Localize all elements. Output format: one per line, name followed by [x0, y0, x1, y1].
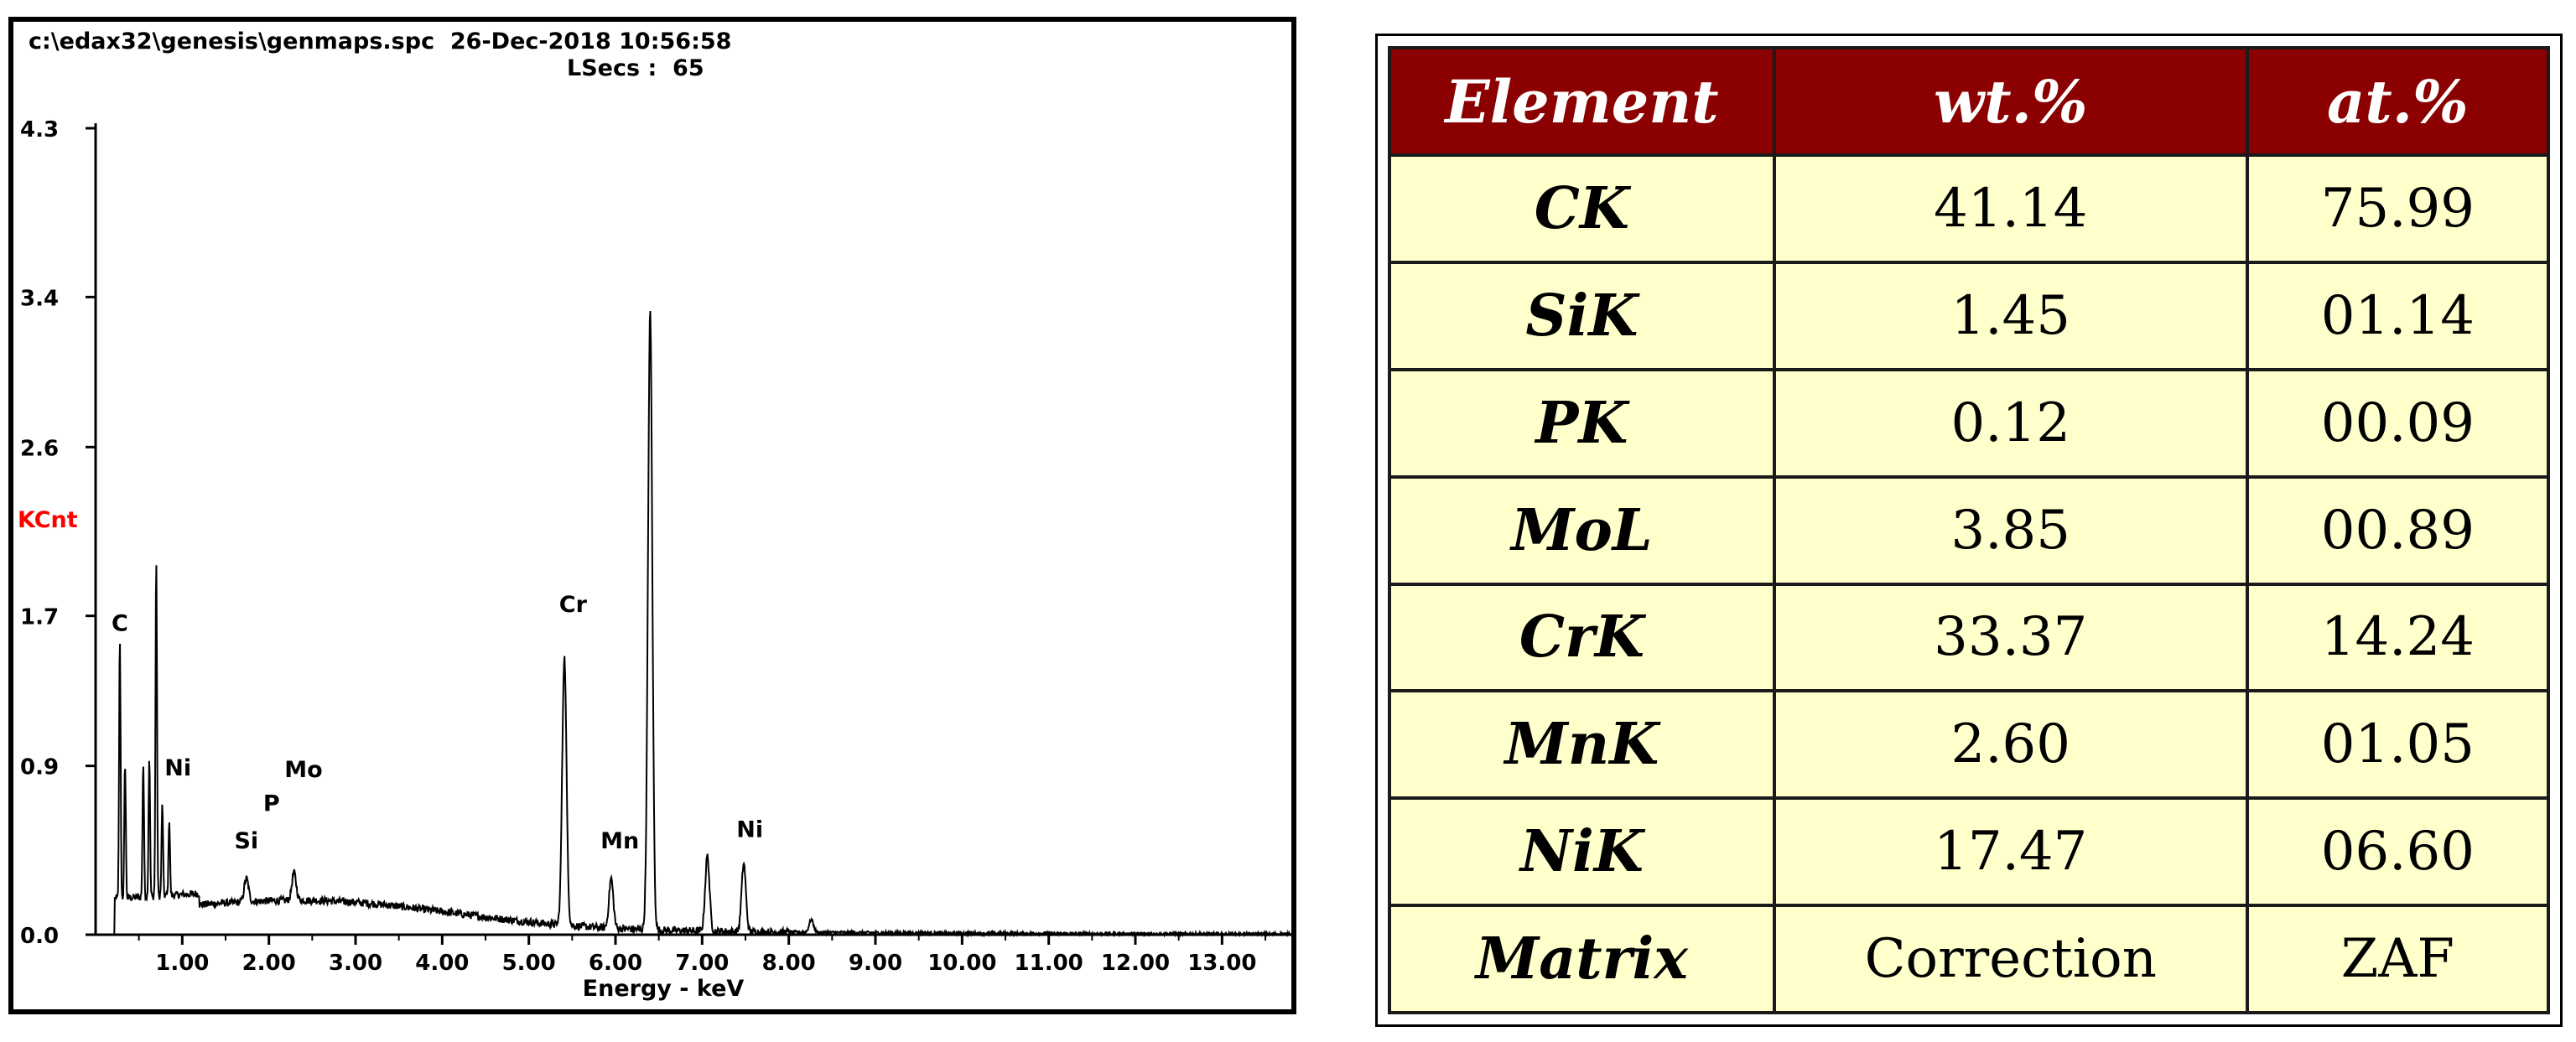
header-wt-percent: wt.%	[1772, 46, 2249, 157]
y-tick-label: 2.6	[20, 436, 59, 461]
wt-percent-cell: 0.12	[1772, 367, 2249, 479]
element-cell: SiK	[1388, 260, 1776, 371]
x-axis-label: Energy - keV	[583, 976, 745, 1002]
peak-label-mo: Mo	[284, 757, 322, 783]
x-tick-label: 13.00	[1187, 951, 1256, 976]
element-cell: MnK	[1388, 689, 1776, 801]
table-row: MoL 3.85 00.89	[1388, 474, 2551, 586]
x-tick-label: 10.00	[927, 951, 996, 976]
spectrum-live-seconds: LSecs : 65	[567, 55, 704, 81]
wt-percent-cell: 33.37	[1772, 582, 2249, 693]
table-row: Matrix Correction ZAF	[1388, 904, 2551, 1014]
at-percent-cell: 01.14	[2245, 260, 2551, 371]
x-tick-label: 8.00	[762, 951, 816, 976]
y-tick-label: 0.0	[20, 924, 59, 949]
y-tick-label: 4.3	[20, 117, 59, 143]
x-axis: 1.00 2.00 3.00 4.00 5.00 6.00 7.00 8.00 9.00 10.0…	[96, 933, 1291, 976]
spectrum-chart: 0.0 0.9 1.7 2.6 3.4 4.3 1.00 2.00 3.00 4.00 5.00 6…	[18, 117, 1291, 1002]
wt-percent-cell: 3.85	[1772, 474, 2249, 586]
element-cell: CK	[1388, 153, 1776, 264]
at-percent-cell: 14.24	[2245, 582, 2551, 693]
peak-label-ni: Ni	[164, 755, 191, 781]
x-tick-label: 1.00	[155, 951, 209, 976]
wt-percent-cell: 1.45	[1772, 260, 2249, 371]
table-row: PK 0.12 00.09	[1388, 367, 2551, 479]
composition-table-panel: Element wt.% at.% CK 41.14 75.99 SiK 1.4…	[1375, 34, 2563, 1027]
peak-label-si: Si	[234, 828, 258, 854]
y-tick-label: 0.9	[20, 755, 59, 780]
x-tick-label: 7.00	[675, 951, 729, 976]
eds-spectrum-panel: c:\edax32\genesis\genmaps.spc 26-Dec-201…	[8, 17, 1296, 1014]
at-percent-cell: 00.89	[2245, 474, 2551, 586]
wt-percent-cell: 41.14	[1772, 153, 2249, 264]
x-tick-label: 2.00	[242, 951, 296, 976]
at-percent-cell: 06.60	[2245, 796, 2551, 908]
header-element: Element	[1388, 46, 1776, 157]
element-cell: CrK	[1388, 582, 1776, 693]
spectrum-file-info: c:\edax32\genesis\genmaps.spc 26-Dec-201…	[29, 29, 732, 54]
y-tick-label: 3.4	[20, 286, 59, 311]
wt-percent-cell: 2.60	[1772, 689, 2249, 801]
table-header-row: Element wt.% at.%	[1388, 46, 2551, 157]
element-cell: NiK	[1388, 796, 1776, 908]
peak-label-mn: Mn	[600, 828, 639, 854]
at-percent-cell: 00.09	[2245, 367, 2551, 479]
y-tick-label: 1.7	[20, 605, 59, 630]
table-row: CK 41.14 75.99	[1388, 153, 2551, 264]
spectrum-trace	[96, 310, 1291, 938]
peak-label-ni: Ni	[736, 817, 763, 843]
x-tick-label: 9.00	[849, 951, 902, 976]
x-tick-label: 5.00	[502, 951, 556, 976]
composition-table: Element wt.% at.% CK 41.14 75.99 SiK 1.4…	[1388, 46, 2551, 1014]
x-tick-label: 3.00	[329, 951, 382, 976]
y-axis: 0.0 0.9 1.7 2.6 3.4 4.3	[20, 117, 97, 949]
at-percent-cell: 01.05	[2245, 689, 2551, 801]
table-row: SiK 1.45 01.14	[1388, 260, 2551, 371]
x-tick-label: 12.00	[1101, 951, 1170, 976]
peak-label-p: P	[263, 791, 280, 816]
x-tick-label: 6.00	[589, 951, 642, 976]
element-cell: PK	[1388, 367, 1776, 479]
table-row: CrK 33.37 14.24	[1388, 582, 2551, 693]
at-percent-cell: ZAF	[2245, 904, 2551, 1014]
wt-percent-cell: Correction	[1772, 904, 2249, 1014]
wt-percent-cell: 17.47	[1772, 796, 2249, 908]
x-tick-label: 11.00	[1015, 951, 1083, 976]
x-tick-label: 4.00	[415, 951, 469, 976]
element-cell: MoL	[1388, 474, 1776, 586]
table-row: MnK 2.60 01.05	[1388, 689, 2551, 801]
header-at-percent: at.%	[2245, 46, 2551, 157]
element-cell: Matrix	[1388, 904, 1776, 1014]
at-percent-cell: 75.99	[2245, 153, 2551, 264]
peak-label-cr: Cr	[559, 592, 588, 618]
y-axis-label: KCnt	[18, 507, 78, 533]
table-row: NiK 17.47 06.60	[1388, 796, 2551, 908]
peak-label-c: C	[112, 611, 128, 637]
